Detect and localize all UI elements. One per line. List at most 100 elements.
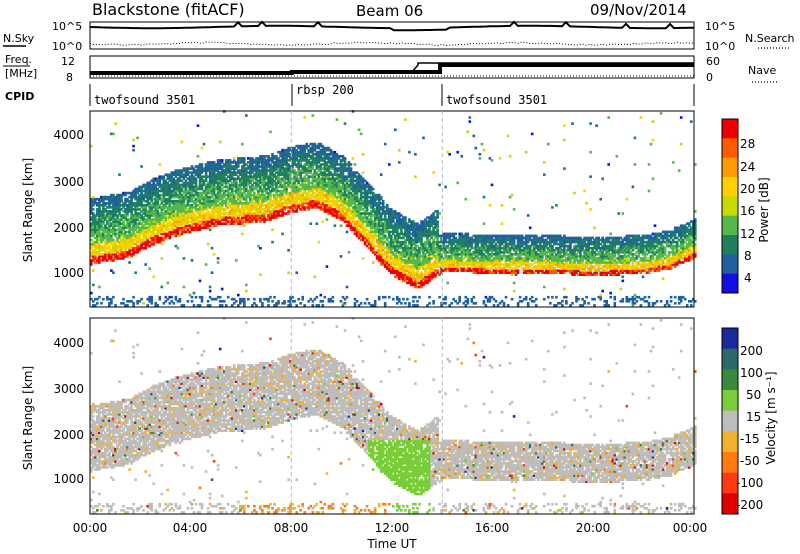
power-cell-1574	[198, 228, 202, 232]
power-cell-1426	[186, 173, 190, 176]
power-cell-1173	[170, 210, 174, 213]
power-cell-1802	[212, 189, 216, 193]
power-cell-508	[124, 212, 127, 215]
power-cell-985	[156, 187, 159, 191]
power-cell-506	[124, 216, 127, 219]
power-cell-1859	[216, 193, 220, 197]
power-cell-2199	[241, 204, 244, 207]
power-cell-1152	[168, 191, 172, 195]
power-cell-2390	[253, 161, 256, 164]
power-cell-1129	[166, 173, 170, 176]
power-cell-2784	[281, 191, 284, 195]
power-cell-1258	[176, 226, 180, 230]
power-cell-2304	[247, 167, 250, 170]
power-cell-2428	[257, 210, 260, 213]
power-cell-1384	[184, 210, 188, 213]
power-cell-1124	[166, 185, 170, 189]
power-cell-2615	[269, 185, 272, 189]
power-cell-2492	[261, 202, 264, 205]
power-cell-737	[140, 199, 143, 203]
power-cell-69	[94, 246, 97, 250]
power-cell-707	[138, 212, 141, 215]
power-cell-2167	[239, 208, 242, 211]
power-cell-2341	[251, 218, 254, 221]
power-cell-2384	[253, 177, 256, 181]
power-cell-2194	[241, 214, 244, 217]
power-cell-2497	[261, 191, 264, 195]
power-cell-2026	[228, 191, 232, 195]
power-cell-3385	[323, 295, 327, 299]
power-cell-463	[122, 297, 125, 301]
power-cell-266	[108, 238, 111, 242]
power-cell-2143	[237, 193, 240, 197]
power-cell-138	[98, 218, 101, 221]
power-cell-622	[132, 214, 135, 217]
power-cell-1443	[188, 197, 192, 201]
power-cell-1164	[170, 230, 174, 234]
power-cell-563	[128, 218, 131, 221]
power-cell-240	[106, 234, 109, 238]
power-cell-2325	[249, 185, 252, 189]
power-cell-1240	[174, 195, 178, 199]
nave-label: Nave	[748, 64, 776, 77]
power-cell-46	[92, 228, 95, 232]
power-cell-611	[132, 238, 135, 242]
power-cell-2225	[243, 220, 246, 223]
power-cell-2036	[228, 167, 232, 170]
power-cell-922	[152, 185, 155, 189]
power-cell-1853	[216, 208, 220, 211]
power-cell-1597	[198, 175, 202, 178]
power-cell-2017	[228, 216, 232, 219]
power-cell-407	[118, 255, 121, 258]
power-cell-223	[104, 210, 107, 213]
power-cell-283	[108, 202, 111, 205]
power-cell-460	[120, 195, 123, 199]
power-cell-1294	[178, 214, 182, 217]
power-cell-1616	[200, 204, 204, 207]
freq-unit-label: [MHz]	[5, 67, 37, 80]
power-cell-2468	[259, 193, 262, 197]
power-cell-2282	[245, 114, 248, 117]
power-cell-1144	[168, 208, 172, 211]
power-cell-2292	[247, 204, 250, 207]
power-cell-2299	[247, 181, 250, 185]
power-cell-120	[98, 257, 101, 260]
power-cell-1879	[218, 295, 222, 299]
power-cell-2799	[281, 155, 284, 158]
power-cell-2298	[247, 183, 250, 187]
power-cell-2076	[232, 216, 236, 219]
power-cell-2891	[289, 304, 292, 307]
power-cell-765	[142, 204, 145, 207]
power-cell-814	[146, 222, 149, 225]
power-cell-1102	[164, 173, 168, 176]
power-cell-632	[132, 138, 135, 142]
power-cell-397	[116, 210, 119, 213]
power-cell-1928	[220, 181, 224, 185]
power-cell-2196	[241, 210, 244, 213]
power-cell-2363	[251, 163, 254, 166]
power-cell-112	[96, 208, 99, 211]
power-cell-4309	[386, 204, 389, 207]
power-cell-977	[156, 204, 159, 207]
power-cell-1270	[176, 202, 180, 205]
power-cell-2232	[243, 204, 246, 207]
power-cell-2269	[245, 189, 248, 193]
power-cell-423	[118, 218, 121, 221]
power-cell-1861	[216, 189, 220, 193]
power-cell-1945	[222, 210, 226, 213]
power-cell-1551	[196, 216, 200, 219]
power-cell-2598	[267, 157, 270, 160]
power-cell-439	[120, 253, 123, 256]
power-cell-2042	[230, 297, 234, 301]
power-cell-787	[144, 220, 147, 223]
power-cell-2365	[251, 159, 254, 162]
power-cell-607	[132, 248, 135, 252]
power-cell-1593	[198, 183, 202, 187]
power-cell-1966	[224, 220, 228, 223]
power-cell-2215	[241, 165, 244, 168]
power-cell-1595	[198, 179, 202, 183]
power-cell-2442	[257, 175, 260, 178]
power-cell-2599	[267, 155, 270, 158]
power-cell-389	[116, 232, 119, 236]
power-cell-2209	[241, 177, 244, 181]
